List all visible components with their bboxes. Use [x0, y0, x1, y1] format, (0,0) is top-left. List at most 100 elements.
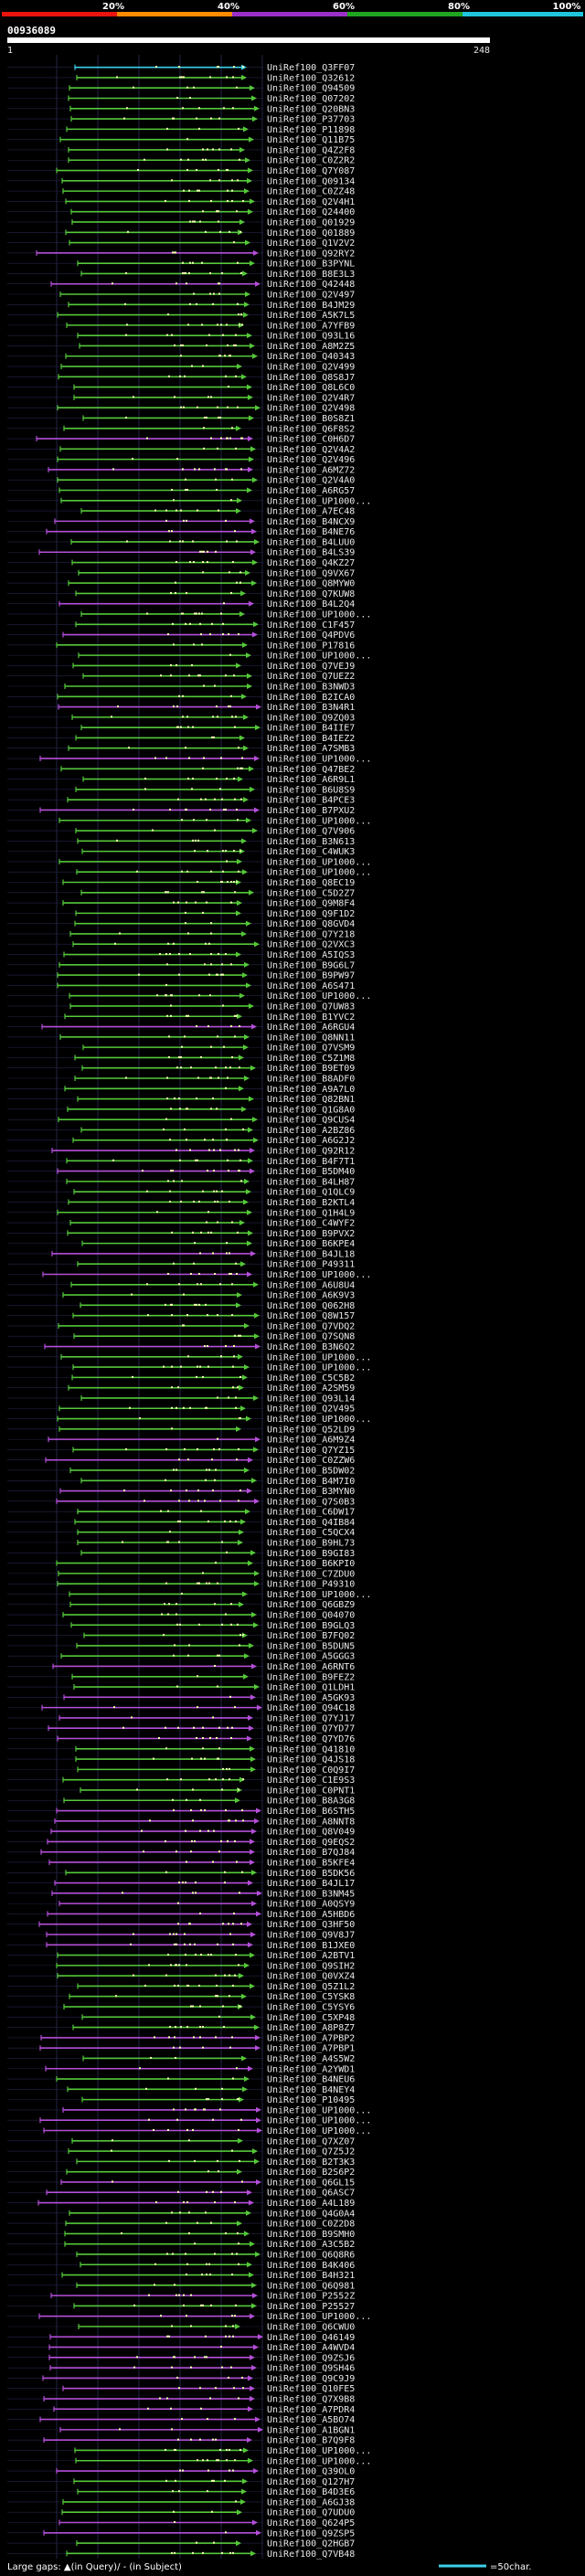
hit-row[interactable]: UniRef100_B6KPE4 — [7, 1239, 355, 1249]
hit-label[interactable]: UniRef100_Q10FE5 — [267, 2384, 355, 2394]
hit-row[interactable]: UniRef100_B3NM45 — [7, 1889, 355, 1899]
hit-label[interactable]: UniRef100_UP1000... — [267, 2446, 371, 2456]
hit-label[interactable]: UniRef100_B7QJ84 — [267, 1848, 355, 1858]
hit-row[interactable]: UniRef100_C0Q9I7 — [7, 1765, 355, 1776]
hit-label[interactable]: UniRef100_Q2V495 — [267, 1405, 355, 1415]
hit-row[interactable]: UniRef100_Q9SIH2 — [7, 1961, 355, 1971]
hit-label[interactable]: UniRef100_B4IEZ2 — [267, 734, 355, 744]
hit-label[interactable]: UniRef100_P49310 — [267, 1580, 355, 1590]
hit-label[interactable]: UniRef100_B1JXE0 — [267, 1941, 355, 1951]
hit-label[interactable]: UniRef100_C1F457 — [267, 620, 355, 631]
hit-row[interactable]: UniRef100_Q7UDU0 — [7, 2508, 355, 2518]
hit-label[interactable]: UniRef100_A6S471 — [267, 981, 355, 991]
hit-row[interactable]: UniRef100_Q7V906 — [7, 827, 355, 837]
hit-label[interactable]: UniRef100_Q11B75 — [267, 135, 355, 145]
hit-row[interactable]: UniRef100_B4NCX9 — [7, 517, 355, 527]
hit-row[interactable]: UniRef100_Q9M8F4 — [7, 899, 355, 909]
hit-row[interactable]: UniRef100_Q46149 — [7, 2333, 355, 2343]
hit-label[interactable]: UniRef100_Q7XZ07 — [267, 2136, 355, 2147]
hit-row[interactable]: UniRef100_Q40343 — [7, 352, 355, 362]
hit-label[interactable]: UniRef100_Q6GBZ9 — [267, 1600, 355, 1610]
hit-row[interactable]: UniRef100_Q7YZ15 — [7, 1446, 355, 1456]
hit-row[interactable]: UniRef100_Q6Q981 — [7, 2281, 355, 2291]
hit-row[interactable]: UniRef100_C1E9S3 — [7, 1776, 355, 1786]
hit-label[interactable]: UniRef100_A5GGG3 — [267, 1652, 355, 1662]
hit-row[interactable]: UniRef100_Q11B75 — [7, 135, 355, 145]
hit-row[interactable]: UniRef100_P25527 — [7, 2302, 355, 2312]
hit-label[interactable]: UniRef100_B9FEZ2 — [267, 1672, 355, 1682]
hit-label[interactable]: UniRef100_Q3HF50 — [267, 1920, 355, 1930]
hit-label[interactable]: UniRef100_Q7VDQ2 — [267, 1321, 355, 1331]
hit-row[interactable]: UniRef100_B1JXE0 — [7, 1941, 355, 1951]
hit-label[interactable]: UniRef100_A2BZ86 — [267, 1126, 355, 1136]
hit-label[interactable]: UniRef100_A2SM59 — [267, 1383, 355, 1394]
hit-label[interactable]: UniRef100_B4M7I0 — [267, 1477, 355, 1487]
hit-row[interactable]: UniRef100_UP1000... — [7, 2126, 371, 2136]
hit-label[interactable]: UniRef100_A6G2J2 — [267, 1136, 355, 1146]
hit-label[interactable]: UniRef100_Q41810 — [267, 1744, 355, 1754]
hit-label[interactable]: UniRef100_B5DM40 — [267, 1167, 355, 1177]
hit-row[interactable]: UniRef100_Q93L14 — [7, 1394, 355, 1404]
hit-label[interactable]: UniRef100_Q2HGB7 — [267, 2539, 355, 2549]
hit-label[interactable]: UniRef100_B1YVC2 — [267, 1012, 355, 1023]
hit-row[interactable]: UniRef100_UP1000... — [7, 652, 371, 662]
hit-label[interactable]: UniRef100_Q7YD76 — [267, 1734, 355, 1744]
hit-label[interactable]: UniRef100_C0Z2D8 — [267, 2220, 355, 2230]
hit-label[interactable]: UniRef100_Q32612 — [267, 73, 355, 83]
hit-row[interactable]: UniRef100_B8ADF0 — [7, 1074, 355, 1084]
hit-label[interactable]: UniRef100_Q8NN11 — [267, 1033, 355, 1043]
hit-row[interactable]: UniRef100_B3N613 — [7, 837, 355, 847]
hit-row[interactable]: UniRef100_Q41810 — [7, 1744, 355, 1754]
hit-row[interactable]: UniRef100_Q8EC19 — [7, 878, 355, 888]
hit-row[interactable]: UniRef100_UP1000... — [7, 1590, 371, 1600]
hit-label[interactable]: UniRef100_Q062H8 — [267, 1301, 355, 1311]
hit-row[interactable]: UniRef100_C4WYF2 — [7, 1219, 355, 1229]
hit-row[interactable]: UniRef100_Q6CWU0 — [7, 2322, 355, 2332]
hit-row[interactable]: UniRef100_B5DUN5 — [7, 1641, 355, 1651]
hit-row[interactable]: UniRef100_B4PCE3 — [7, 796, 355, 806]
hit-label[interactable]: UniRef100_Q2VXC3 — [267, 940, 355, 950]
hit-row[interactable]: UniRef100_B4IEZ2 — [7, 734, 355, 744]
hit-row[interactable]: UniRef100_UP1000... — [7, 2116, 371, 2126]
hit-row[interactable]: UniRef100_Q8V049 — [7, 1828, 355, 1838]
hit-label[interactable]: UniRef100_Q7V906 — [267, 827, 355, 837]
hit-row[interactable]: UniRef100_Q7Y087 — [7, 166, 355, 176]
hit-row[interactable]: UniRef100_A0QSY9 — [7, 1900, 355, 1910]
hit-label[interactable]: UniRef100_B4NEY4 — [267, 2085, 355, 2095]
hit-label[interactable]: UniRef100_A6RGU4 — [267, 1023, 355, 1033]
hit-label[interactable]: UniRef100_UP1000... — [267, 1415, 371, 1425]
hit-label[interactable]: UniRef100_UP1000... — [267, 816, 371, 826]
hit-row[interactable]: UniRef100_A4WVD4 — [7, 2343, 355, 2353]
hit-label[interactable]: UniRef100_B3N4R1 — [267, 703, 355, 713]
hit-label[interactable]: UniRef100_B9GLQ3 — [267, 1621, 355, 1631]
hit-label[interactable]: UniRef100_UP1000... — [267, 610, 371, 620]
hit-label[interactable]: UniRef100_B8A3G8 — [267, 1797, 355, 1807]
hit-row[interactable]: UniRef100_Q7XZ07 — [7, 2136, 355, 2147]
hit-row[interactable]: UniRef100_A2SM59 — [7, 1383, 355, 1394]
hit-row[interactable]: UniRef100_Q2V499 — [7, 363, 355, 373]
hit-label[interactable]: UniRef100_A6GJ38 — [267, 2497, 355, 2507]
hit-label[interactable]: UniRef100_Q92R12 — [267, 1147, 355, 1157]
hit-label[interactable]: UniRef100_A6R9L1 — [267, 775, 355, 785]
hit-row[interactable]: UniRef100_Q127H7 — [7, 2477, 355, 2487]
hit-label[interactable]: UniRef100_Q7VSM9 — [267, 1044, 355, 1054]
hit-label[interactable]: UniRef100_Q8S8J7 — [267, 373, 355, 383]
hit-label[interactable]: UniRef100_UP1000... — [267, 1352, 371, 1362]
hit-row[interactable]: UniRef100_C0Z2D8 — [7, 2220, 355, 2230]
hit-label[interactable]: UniRef100_C0ZZ48 — [267, 187, 355, 197]
hit-row[interactable]: UniRef100_B3N6Q2 — [7, 1342, 355, 1352]
hit-row[interactable]: UniRef100_B4K406 — [7, 2261, 355, 2271]
hit-row[interactable]: UniRef100_B9GLQ3 — [7, 1621, 355, 1631]
hit-row[interactable]: UniRef100_A6R9L1 — [7, 775, 355, 785]
hit-label[interactable]: UniRef100_Q4G0A4 — [267, 2209, 355, 2219]
hit-label[interactable]: UniRef100_A8M2Z5 — [267, 342, 355, 352]
hit-row[interactable]: UniRef100_B5DK56 — [7, 1869, 355, 1879]
hit-label[interactable]: UniRef100_Q9SH46 — [267, 2364, 355, 2374]
hit-label[interactable]: UniRef100_B4PCE3 — [267, 796, 355, 806]
hit-row[interactable]: UniRef100_Q7VEJ9 — [7, 662, 355, 672]
hit-row[interactable]: UniRef100_B4JL18 — [7, 1249, 355, 1259]
hit-label[interactable]: UniRef100_C5XP48 — [267, 2013, 355, 2023]
hit-row[interactable]: UniRef100_B5DM40 — [7, 1167, 355, 1177]
hit-label[interactable]: UniRef100_C0Z2R2 — [267, 156, 355, 166]
hit-label[interactable]: UniRef100_Q7VB48 — [267, 2549, 355, 2560]
